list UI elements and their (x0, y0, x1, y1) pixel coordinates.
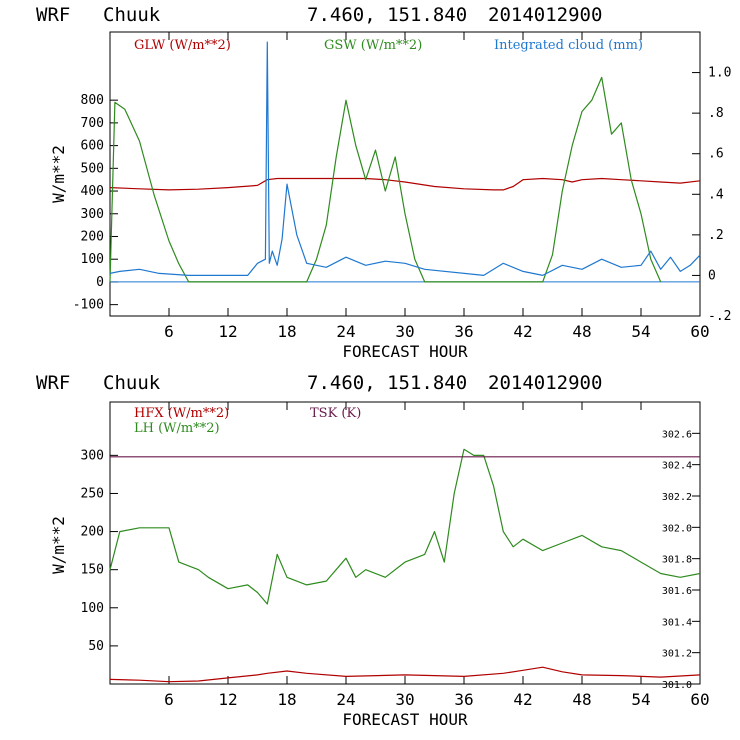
bottom-y-ticks: 50 100 150 200 250 300 (81, 448, 118, 654)
top-y2tick-label-1.0: 1.0 (708, 66, 731, 81)
bottom-ytick-label-300: 300 (81, 448, 104, 463)
bottom-series-line-1 (109, 448, 701, 605)
bottom-title-coords: 7.460, 151.840 (307, 372, 467, 394)
top-y2tick-label-.8: .8 (708, 106, 724, 121)
bottom-legend-lh: LH (W/m**2) (134, 421, 220, 436)
top-ytick-label-500: 500 (81, 161, 104, 176)
bottom-y2tick-label-301.6: 301.6 (662, 586, 692, 597)
bottom-xtick-label-42: 42 (513, 690, 532, 709)
top-xtick-label-12: 12 (218, 322, 237, 341)
bottom-xtick-label-48: 48 (572, 690, 591, 709)
bottom-y2tick-label-301.2: 301.2 (662, 649, 692, 660)
bottom-xtick-label-54: 54 (631, 690, 650, 709)
top-y2tick-label-.4: .4 (708, 187, 724, 202)
top-plot-frame (109, 31, 701, 317)
bottom-x-ticks: 6 12 18 24 30 36 42 48 54 60 (164, 402, 710, 709)
top-xtick-label-30: 30 (395, 322, 414, 341)
top-xtick-label-42: 42 (513, 322, 532, 341)
top-ytick-label-100: 100 (81, 252, 104, 267)
top-ytick-label-200: 200 (81, 229, 104, 244)
bottom-xlabel: FORECAST HOUR (342, 710, 468, 729)
bottom-y2tick-label-302.6: 302.6 (662, 429, 692, 440)
top-title-model: WRF (36, 4, 70, 26)
top-y2tick-label-.2: .2 (708, 228, 724, 243)
bottom-y2tick-label-302.0: 302.0 (662, 523, 692, 534)
top-y2tick-label--.2: -.2 (708, 309, 731, 324)
bottom-xtick-label-12: 12 (218, 690, 237, 709)
top-xtick-label-6: 6 (164, 322, 174, 341)
top-ytick-label--100: -100 (73, 298, 104, 313)
top-series (109, 41, 701, 283)
bottom-ytick-label-50: 50 (88, 639, 104, 654)
bottom-xtick-label-24: 24 (336, 690, 355, 709)
bottom-ylabel: W/m**2 (49, 516, 68, 574)
bottom-series-line-0 (109, 666, 701, 683)
bottom-ytick-label-200: 200 (81, 525, 104, 540)
bottom-xtick-label-30: 30 (395, 690, 414, 709)
bottom-title-model: WRF (36, 372, 70, 394)
top-y2-ticks: -.2 0 .2 .4 .6 .8 1.0 (692, 66, 731, 324)
top-title-coords: 7.460, 151.840 (307, 4, 467, 26)
top-panel: WRF Chuuk 7.460, 151.840 2014012900 6 12 1… (36, 4, 731, 361)
bottom-y2-ticks: 301.0 301.2 301.4 301.6 301.8 302.0 302.2 302.4… (662, 429, 700, 691)
top-ytick-label-400: 400 (81, 184, 104, 199)
bottom-title-location: Chuuk (103, 372, 161, 394)
top-xtick-label-36: 36 (454, 322, 473, 341)
bottom-legend-hfx: HFX (W/m**2) (134, 406, 229, 421)
top-xtick-label-24: 24 (336, 322, 355, 341)
top-series-line-0 (109, 177, 701, 191)
bottom-xtick-label-60: 60 (690, 690, 709, 709)
top-y-ticks: -100 0 100 200 300 400 500 600 700 800 (73, 93, 118, 313)
bottom-series (109, 448, 701, 683)
bottom-xtick-label-18: 18 (277, 690, 296, 709)
top-ylabel: W/m**2 (49, 145, 68, 203)
bottom-y2tick-label-302.4: 302.4 (662, 461, 692, 472)
top-ytick-label-600: 600 (81, 139, 104, 154)
bottom-panel: WRF Chuuk 7.460, 151.840 2014012900 6 12 1… (36, 372, 710, 729)
bottom-ytick-label-100: 100 (81, 601, 104, 616)
top-title-date: 2014012900 (488, 4, 602, 26)
bottom-y2tick-label-301.0: 301.0 (662, 680, 692, 691)
top-ytick-label-300: 300 (81, 207, 104, 222)
bottom-y2tick-label-301.8: 301.8 (662, 555, 692, 566)
top-xlabel: FORECAST HOUR (342, 342, 468, 361)
top-y2tick-label-.6: .6 (708, 147, 724, 162)
top-xtick-label-54: 54 (631, 322, 650, 341)
top-y2tick-label-0: 0 (708, 268, 716, 283)
top-title-location: Chuuk (103, 4, 161, 26)
top-legend-glw: GLW (W/m**2) (134, 38, 231, 53)
bottom-y2tick-label-302.2: 302.2 (662, 492, 692, 503)
top-ytick-label-800: 800 (81, 93, 104, 108)
bottom-y2tick-label-301.4: 301.4 (662, 617, 692, 628)
bottom-title-date: 2014012900 (488, 372, 602, 394)
top-legend-gsw: GSW (W/m**2) (324, 38, 422, 53)
top-xtick-label-48: 48 (572, 322, 591, 341)
bottom-ytick-label-150: 150 (81, 563, 104, 578)
top-legend-cloud: Integrated cloud (mm) (494, 38, 643, 53)
top-xtick-label-18: 18 (277, 322, 296, 341)
bottom-xtick-label-6: 6 (164, 690, 174, 709)
top-ytick-label-0: 0 (96, 275, 104, 290)
bottom-legend-tsk: TSK (K) (310, 406, 361, 421)
top-xtick-label-60: 60 (690, 322, 709, 341)
top-ytick-label-700: 700 (81, 116, 104, 131)
bottom-xtick-label-36: 36 (454, 690, 473, 709)
top-x-ticks: 6 12 18 24 30 36 42 48 54 60 (164, 32, 710, 341)
top-series-line-2 (109, 41, 701, 276)
bottom-ytick-label-250: 250 (81, 486, 104, 501)
top-series-line-1 (109, 76, 662, 283)
bottom-plot-frame (109, 401, 701, 685)
